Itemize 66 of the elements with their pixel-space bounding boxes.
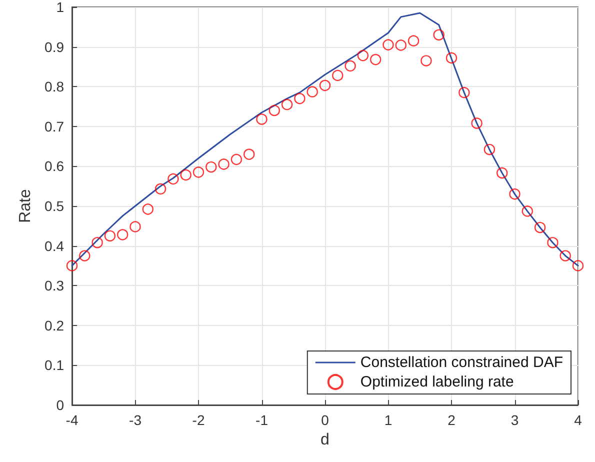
point (408, 35, 420, 46)
y-tick-label: 0.5 (44, 198, 64, 214)
y-tick-label: 0.3 (44, 278, 64, 294)
x-tick-label: 0 (321, 412, 330, 428)
y-tick-label: 0.9 (44, 38, 64, 55)
point (206, 161, 217, 173)
y-tick-label: 0.8 (44, 78, 64, 95)
point (244, 148, 255, 160)
point (79, 250, 90, 262)
y-tick-label: 0 (56, 397, 64, 413)
point (534, 222, 546, 234)
point (281, 98, 293, 110)
x-tick-label: 3 (510, 412, 519, 428)
point (484, 144, 496, 156)
point (572, 260, 584, 272)
point (218, 158, 230, 170)
y-tick-label: 0.1 (44, 357, 64, 374)
y-tick-label: 0.7 (44, 118, 64, 134)
point (130, 221, 141, 232)
point (168, 173, 179, 185)
point (230, 154, 242, 166)
point (192, 166, 204, 178)
x-tick-label: 1 (384, 412, 392, 428)
point (294, 92, 306, 104)
x-tick-label: -2 (192, 412, 205, 428)
x-tick-label: 4 (574, 412, 582, 428)
point (382, 39, 394, 50)
line-series (71, 12, 579, 266)
point (268, 104, 280, 116)
point (319, 80, 331, 92)
point (560, 250, 571, 262)
point (256, 114, 268, 125)
x-tick-label: -1 (256, 412, 268, 428)
point (306, 86, 318, 98)
x-tick-label: 2 (448, 412, 456, 428)
point (332, 70, 344, 82)
x-tick-label: -4 (66, 412, 78, 428)
point (92, 237, 103, 248)
point (154, 183, 166, 194)
y-tick-label: 0.2 (44, 317, 64, 334)
point (370, 54, 382, 66)
point (104, 230, 116, 242)
point (142, 204, 154, 215)
point (522, 206, 533, 217)
legend-label: Optimized labeling rate (360, 374, 514, 390)
point (458, 86, 470, 98)
x-tick-label: -3 (129, 412, 142, 428)
y-tick-label: 1 (56, 0, 64, 15)
point (509, 188, 520, 200)
point (180, 169, 192, 181)
point (496, 167, 508, 179)
point (357, 50, 369, 62)
y-tick-label: 0.4 (44, 238, 64, 254)
y-tick-label: 0.6 (44, 158, 64, 174)
point (471, 118, 482, 129)
x-axis-title: d (320, 431, 330, 448)
point (420, 55, 432, 66)
legend-label: Constellation constrained DAF (360, 354, 564, 371)
point (117, 229, 128, 240)
point (66, 260, 78, 272)
point (433, 29, 444, 40)
point (344, 60, 356, 72)
point (446, 52, 458, 64)
y-axis-title: Rate (17, 189, 34, 223)
point (395, 40, 406, 51)
point (547, 237, 558, 248)
